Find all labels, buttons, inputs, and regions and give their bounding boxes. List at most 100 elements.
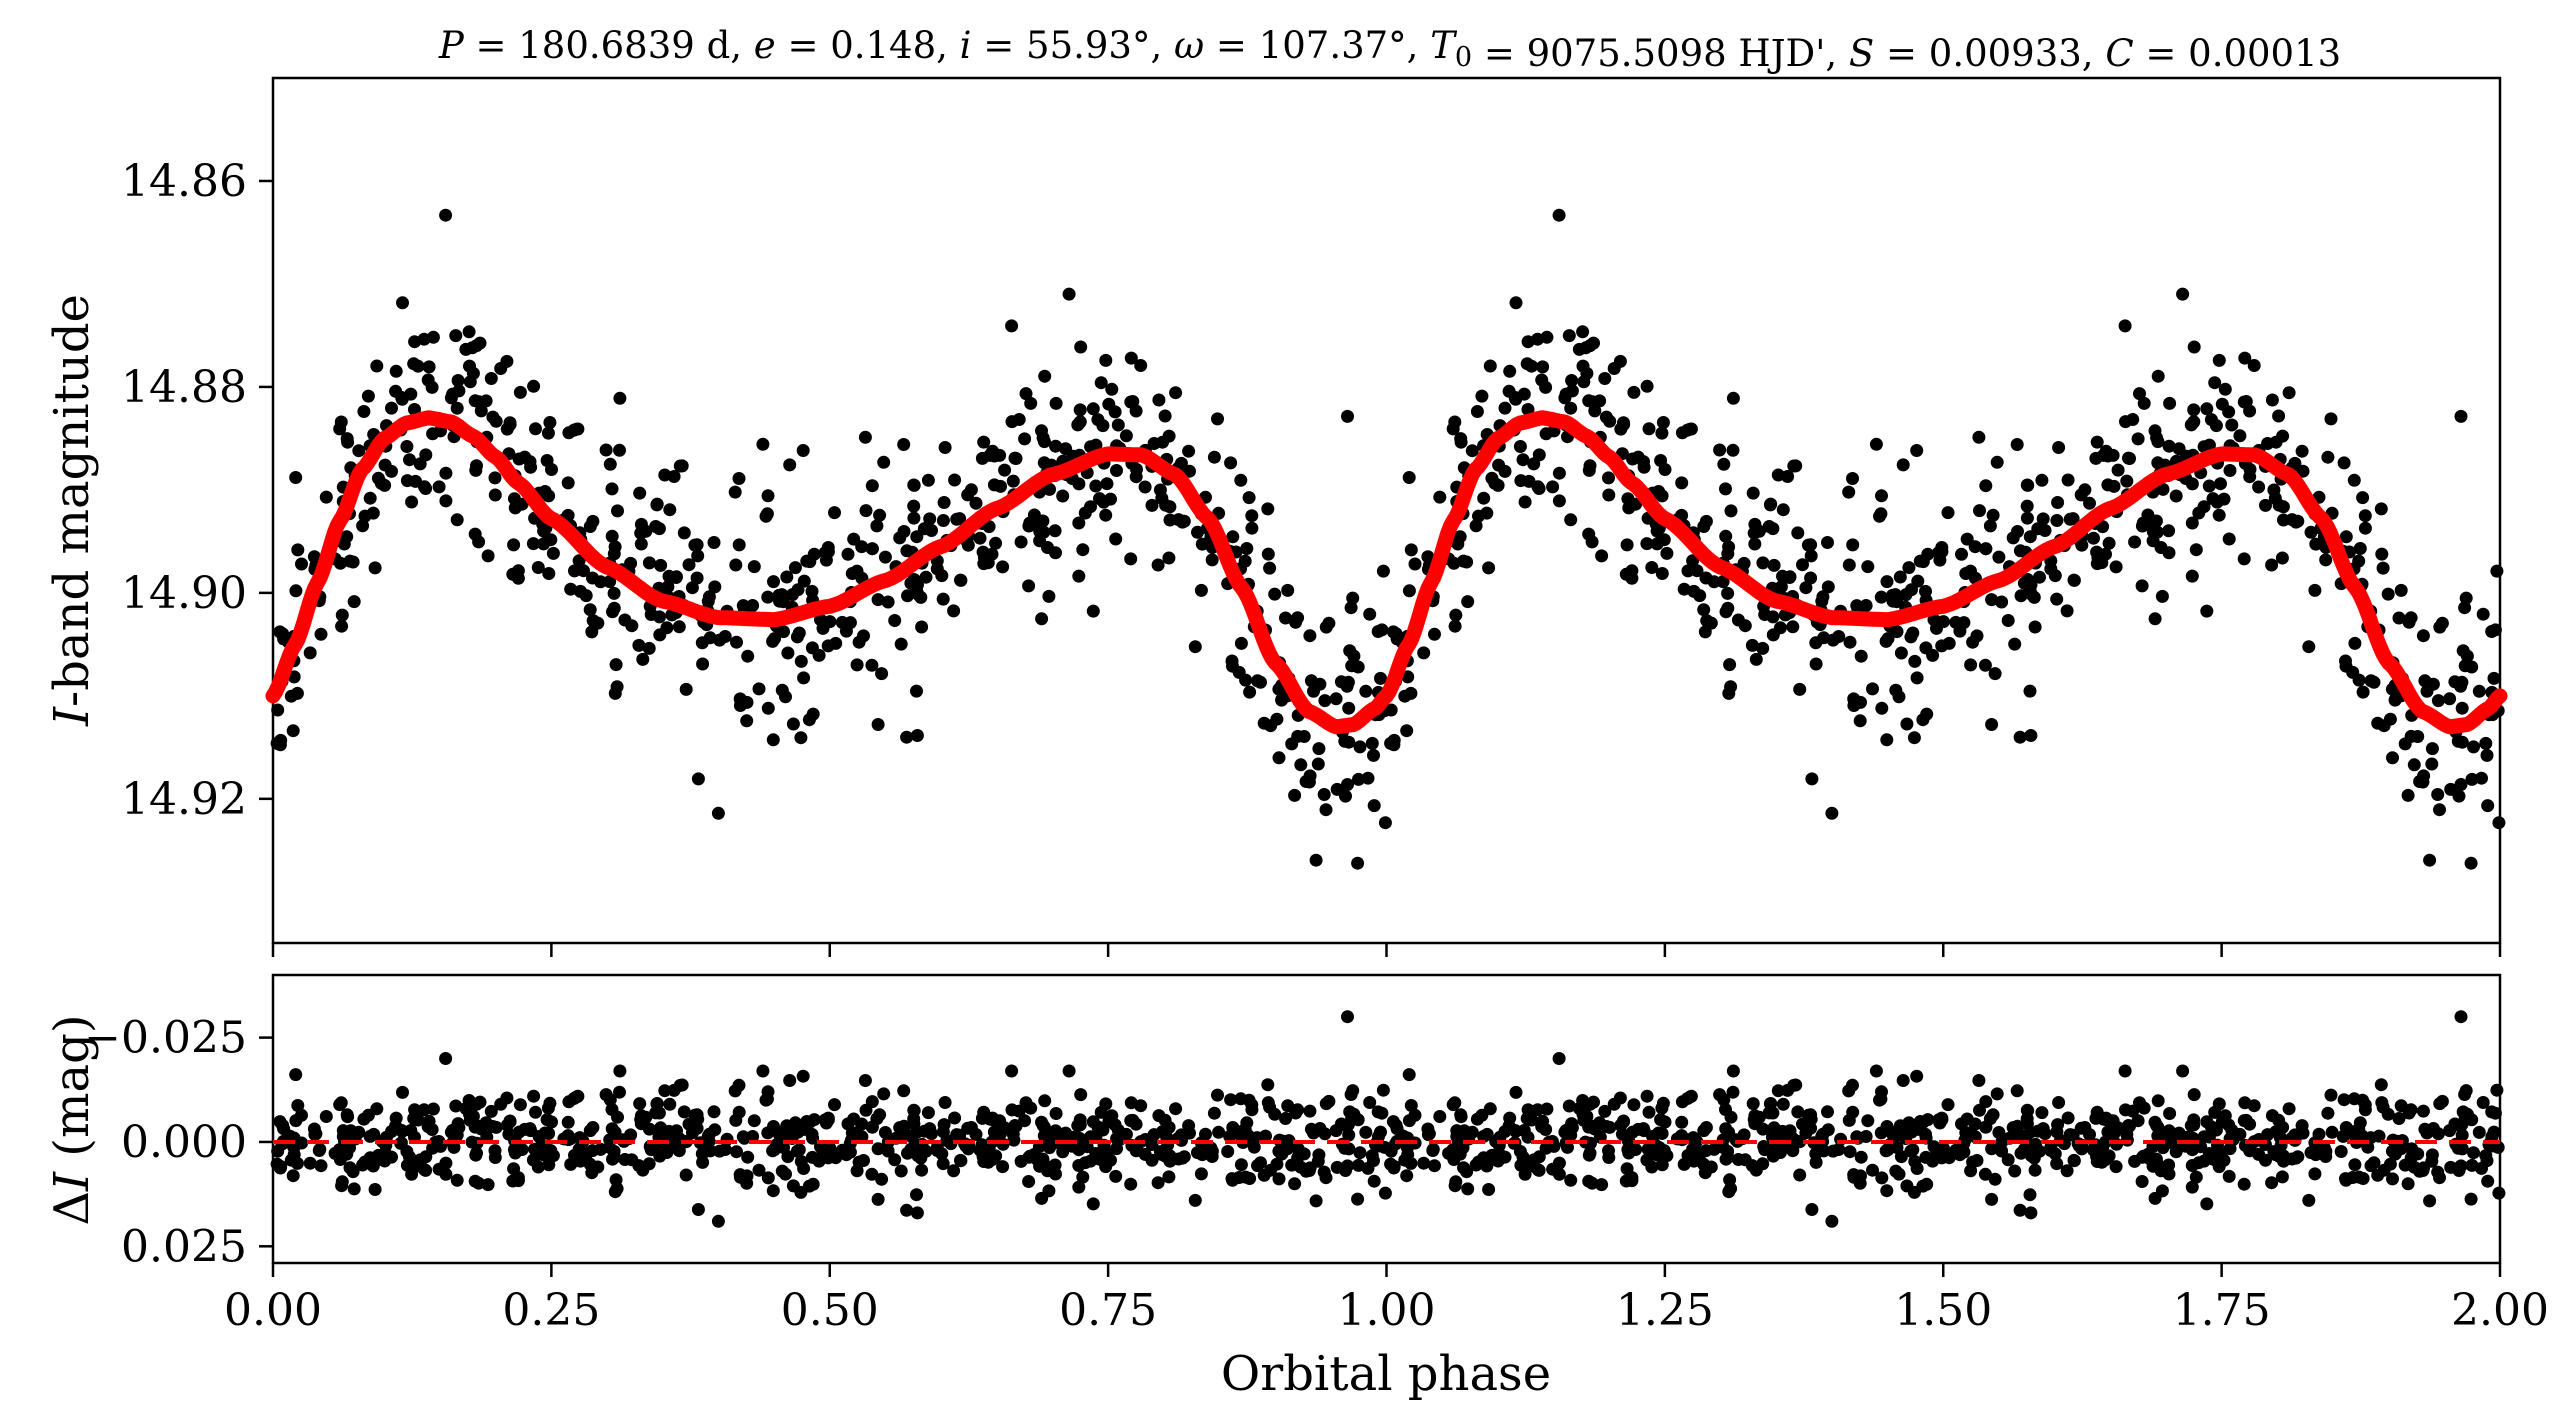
light-curve-point [790,630,804,644]
light-curve-point [1697,520,1711,533]
light-curve-point [2133,387,2146,401]
residual-point [1793,1135,1807,1149]
light-curve-point [2348,636,2362,650]
light-curve-point [2394,583,2408,597]
residual-point [711,1214,725,1228]
residual-point [1071,1119,1085,1133]
residual-point [1475,1108,1489,1122]
light-curve-point [1288,788,1302,802]
light-curve-point [513,385,527,399]
light-curve-point [2416,775,2430,789]
residual-point [1756,1122,1770,1136]
residual-point [2110,1137,2124,1151]
light-curve-point [1540,330,1554,344]
residual-point [865,1095,879,1109]
residual-point [1177,1150,1191,1164]
residual-point [1033,1156,1047,1170]
light-curve-point [1359,684,1373,698]
light-curve-point [295,557,308,571]
light-curve-point [987,478,1001,492]
residual-point [875,1172,889,1186]
residual-point [907,1104,921,1118]
light-curve-point [368,561,382,575]
light-curve-point [1869,437,1883,451]
light-curve-point [740,714,754,728]
residual-point [579,1153,593,1167]
light-curve-point [2239,395,2253,408]
light-curve-point [607,586,621,600]
residual-point [540,1113,554,1127]
residual-point [828,1098,841,1112]
residual-point [1979,1095,1993,1109]
residual-point [905,1130,919,1144]
residual-point [2192,1156,2206,1170]
light-curve-point [618,613,632,627]
light-curve-point [1289,615,1303,629]
light-curve-point [1576,325,1590,339]
residual-point [2467,1146,2480,1160]
light-curve-point [2137,396,2151,410]
residual-point [1194,1167,1208,1181]
residual-point [1781,1083,1795,1097]
light-curve-point [2353,542,2367,555]
light-curve-point [1881,632,1895,646]
residual-point [2020,1117,2034,1131]
light-curve-point [634,537,648,551]
x-tick-label: 0.50 [781,1285,879,1336]
light-curve-point [404,387,418,401]
residual-point [1617,1115,1631,1129]
residual-point [2276,1149,2290,1163]
residual-point [1124,1177,1138,1191]
light-curve-point [1076,543,1090,557]
light-curve-point [463,359,476,373]
residual-point [839,1148,853,1162]
light-curve-point [488,488,502,502]
residual-point [335,1175,349,1189]
residual-point [1433,1110,1447,1123]
light-curve-point [1853,714,1867,728]
residual-point [987,1125,1001,1139]
light-curve-point [526,537,540,551]
light-curve-point [1724,504,1738,518]
light-curve-point [2163,396,2177,410]
light-curve-point [746,599,760,612]
residual-point [1428,1159,1441,1173]
light-curve-point [474,404,488,418]
light-curve-point [408,335,422,349]
light-curve-point [422,360,436,374]
residual-point [783,1074,797,1087]
light-curve-point [878,550,892,564]
light-curve-point [812,648,826,662]
light-curve-point [1936,615,1950,629]
light-curve-point [1681,564,1695,578]
residual-point [2008,1164,2022,1178]
light-curve-point [2356,685,2370,699]
residual-point [2455,1142,2469,1156]
light-curve-point [2458,659,2472,673]
light-curve-point [1902,561,1916,575]
residual-point [502,1127,516,1141]
light-curve-point [2162,439,2176,453]
residual-point [2187,1088,2201,1102]
residual-point [1421,1122,1435,1136]
residual-point [2060,1164,2074,1178]
light-curve-point [2358,509,2372,523]
light-curve-points [270,208,2506,870]
residual-point [652,1106,666,1120]
light-curve-point [1564,513,1578,527]
residual-point [1731,1153,1745,1166]
light-curve-point [2479,736,2493,750]
light-curve-point [1850,599,1864,613]
light-curve-point [1275,692,1289,706]
residual-point [1642,1105,1656,1119]
light-curve-point [1042,589,1056,603]
residual-point [1311,1154,1325,1168]
residual-point [277,1122,291,1136]
light-curve-point [489,414,503,428]
light-curve-point [1147,437,1161,450]
residual-point [1721,1144,1735,1158]
light-curve-point [1037,435,1051,449]
light-curve-point [1986,508,2000,522]
light-curve-point [2308,583,2322,597]
residual-point [396,1085,409,1099]
